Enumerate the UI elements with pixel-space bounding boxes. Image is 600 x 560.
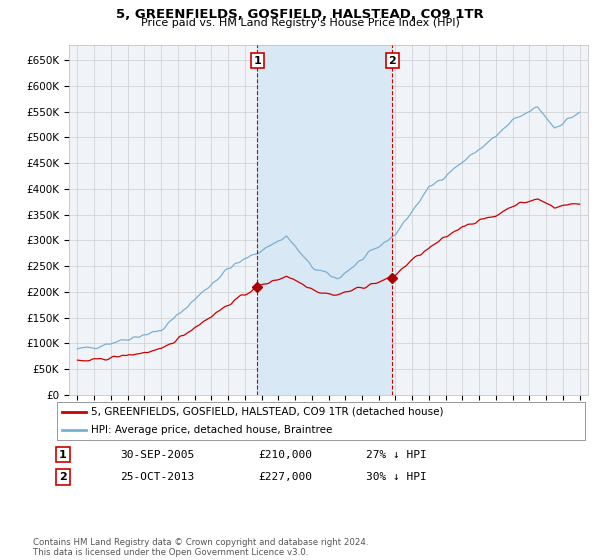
Text: 2: 2	[59, 472, 67, 482]
Text: Price paid vs. HM Land Registry's House Price Index (HPI): Price paid vs. HM Land Registry's House …	[140, 18, 460, 29]
Text: 27% ↓ HPI: 27% ↓ HPI	[366, 450, 427, 460]
Text: £210,000: £210,000	[258, 450, 312, 460]
Text: 1: 1	[253, 55, 261, 66]
Text: Contains HM Land Registry data © Crown copyright and database right 2024.
This d: Contains HM Land Registry data © Crown c…	[33, 538, 368, 557]
Text: 1: 1	[59, 450, 67, 460]
Text: 30% ↓ HPI: 30% ↓ HPI	[366, 472, 427, 482]
Bar	[257, 45, 392, 395]
Text: 2: 2	[388, 55, 396, 66]
Text: HPI: Average price, detached house, Braintree: HPI: Average price, detached house, Brai…	[91, 425, 332, 435]
Text: 30-SEP-2005: 30-SEP-2005	[120, 450, 194, 460]
Text: £227,000: £227,000	[258, 472, 312, 482]
Text: 5, GREENFIELDS, GOSFIELD, HALSTEAD, CO9 1TR (detached house): 5, GREENFIELDS, GOSFIELD, HALSTEAD, CO9 …	[91, 407, 444, 417]
Text: 25-OCT-2013: 25-OCT-2013	[120, 472, 194, 482]
Text: 5, GREENFIELDS, GOSFIELD, HALSTEAD, CO9 1TR: 5, GREENFIELDS, GOSFIELD, HALSTEAD, CO9 …	[116, 8, 484, 21]
